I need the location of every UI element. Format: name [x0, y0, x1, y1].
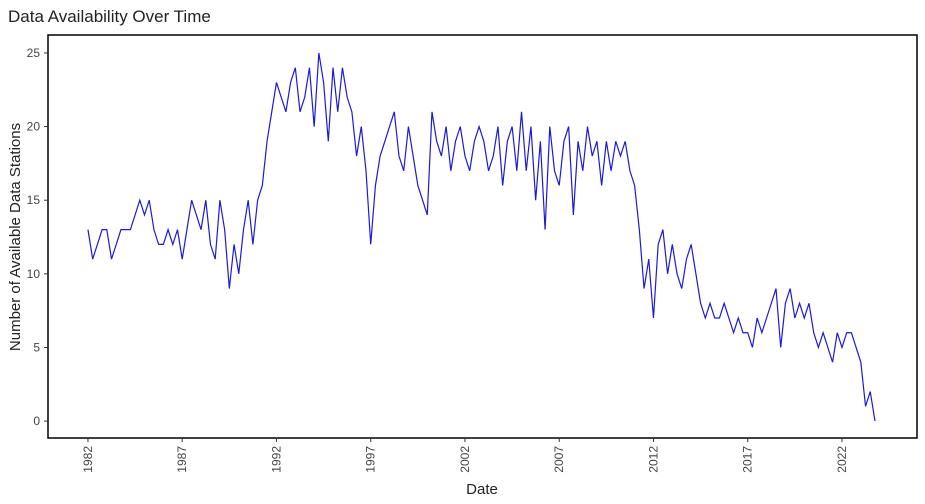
chart-title: Data Availability Over Time — [8, 7, 211, 26]
y-tick-label: 0 — [33, 414, 40, 428]
x-tick-label: 1987 — [175, 446, 189, 473]
y-tick-label: 15 — [27, 193, 41, 207]
x-tick-label: 2007 — [552, 446, 566, 473]
x-tick-label: 1997 — [364, 446, 378, 473]
x-tick-label: 2012 — [646, 446, 660, 473]
plot-frame — [47, 34, 918, 439]
x-tick-label: 2017 — [741, 446, 755, 473]
x-tick-label: 2022 — [835, 446, 849, 473]
data-line — [87, 52, 876, 422]
y-tick-label: 5 — [33, 340, 40, 354]
y-tick-label: 20 — [27, 120, 41, 134]
y-axis-label: Number of Available Data Stations — [7, 123, 24, 351]
y-tick-label: 25 — [27, 46, 41, 60]
y-tick-label: 10 — [27, 267, 41, 281]
x-tick-label: 2002 — [458, 446, 472, 473]
x-tick-label: 1982 — [81, 446, 95, 473]
x-tick-label: 1992 — [269, 446, 283, 473]
x-axis-label: Date — [466, 481, 498, 498]
